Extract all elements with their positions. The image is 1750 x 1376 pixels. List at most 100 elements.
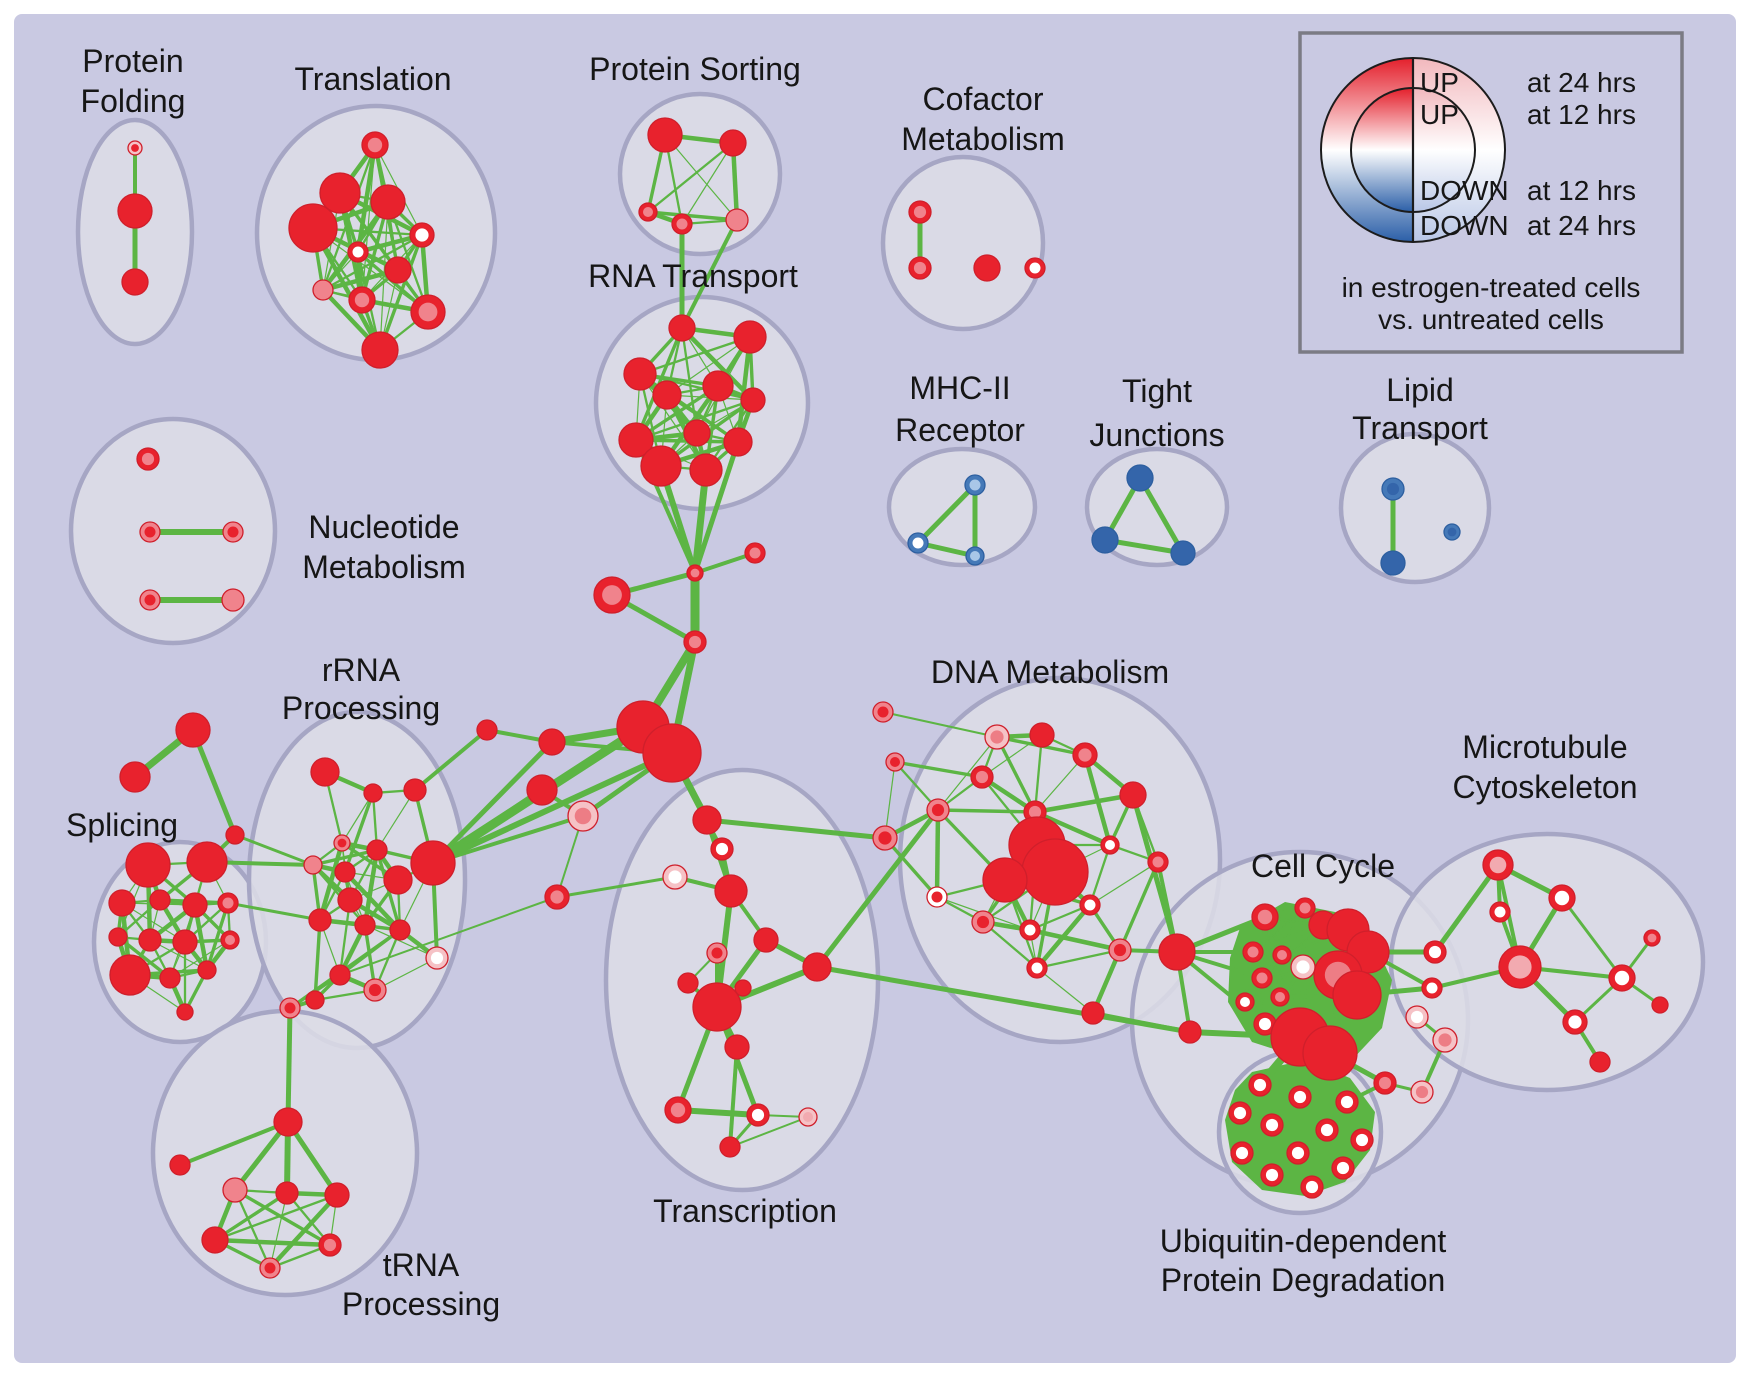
gene-node-tra-2[interactable]	[370, 184, 406, 220]
gene-node-spl-14[interactable]	[197, 960, 217, 980]
gene-node-rna-9[interactable]	[640, 445, 682, 487]
gene-node-tx-9[interactable]	[724, 1034, 750, 1060]
gene-node-tx-3[interactable]	[714, 874, 748, 908]
gene-node-cc-0[interactable]	[1158, 933, 1196, 971]
gene-node-trna-1[interactable]	[273, 1107, 303, 1137]
gene-node-rrna-2[interactable]	[403, 778, 427, 802]
gene-node-rna-0[interactable]	[668, 314, 696, 342]
gene-node-spl-3[interactable]	[125, 842, 171, 888]
gene-node-core-tx-2	[668, 870, 682, 884]
edge-rna	[666, 336, 751, 396]
gene-node-tx-0[interactable]	[692, 805, 722, 835]
gene-node-tx-5[interactable]	[753, 927, 779, 953]
gene-node-tx-6[interactable]	[677, 972, 699, 994]
gene-node-hub-6[interactable]	[538, 728, 566, 756]
gene-node-rna-1[interactable]	[733, 320, 767, 354]
gene-node-cc-17[interactable]	[1302, 1025, 1358, 1081]
gene-node-core-ub-6	[1355, 1133, 1369, 1147]
gene-node-tra-10[interactable]	[361, 331, 399, 369]
edge	[432, 814, 584, 865]
gene-node-dna-11[interactable]	[1021, 838, 1089, 906]
gene-node-dna-9[interactable]	[1119, 781, 1147, 809]
gene-node-trna-3[interactable]	[222, 1177, 248, 1203]
gene-node-spl-0[interactable]	[175, 712, 211, 748]
gene-node-spl-16[interactable]	[176, 1003, 194, 1021]
edge-rrna	[343, 792, 375, 873]
gene-node-spl-4[interactable]	[186, 841, 228, 883]
gene-node-tj-1[interactable]	[1091, 526, 1119, 554]
gene-node-psort-1[interactable]	[719, 129, 747, 157]
gene-node-rna-8[interactable]	[723, 427, 753, 457]
gene-node-rrna-8[interactable]	[410, 840, 456, 886]
gene-node-tra-1[interactable]	[319, 172, 361, 214]
gene-node-tra-6[interactable]	[384, 256, 412, 284]
gene-node-trna-5[interactable]	[324, 1182, 350, 1208]
gene-node-cc-1[interactable]	[1178, 1020, 1202, 1044]
gene-node-core-dna-6	[931, 803, 945, 817]
gene-node-spl-2[interactable]	[225, 825, 245, 845]
legend: UP at 24 hrs UP at 12 hrs DOWN at 12 hrs…	[1298, 31, 1684, 354]
gene-node-tx-7[interactable]	[734, 979, 752, 997]
gene-node-rna-7[interactable]	[683, 419, 711, 447]
gene-node-pf-1[interactable]	[117, 193, 153, 229]
gene-node-core-mhc-0	[969, 479, 981, 491]
gene-node-core-ub-1	[1293, 1090, 1307, 1104]
gene-node-spl-9[interactable]	[108, 927, 128, 947]
gene-node-psort-0[interactable]	[647, 117, 683, 153]
gene-node-tj-2[interactable]	[1170, 540, 1196, 566]
gene-node-rrna-11[interactable]	[354, 914, 376, 936]
gene-node-tj-0[interactable]	[1126, 464, 1154, 492]
gene-node-hub-5[interactable]	[642, 723, 702, 783]
gene-node-mt-6[interactable]	[1589, 1051, 1611, 1073]
gene-node-pf-2[interactable]	[121, 268, 149, 296]
edge	[729, 1116, 809, 1148]
gene-node-rna-2[interactable]	[623, 357, 657, 391]
gene-node-tra-3[interactable]	[288, 203, 338, 253]
gene-node-rna-4[interactable]	[702, 370, 734, 402]
gene-node-rna-3[interactable]	[652, 380, 682, 410]
gene-node-rna-6[interactable]	[618, 422, 654, 458]
gene-node-tx-14[interactable]	[802, 952, 832, 982]
gene-node-tx-13[interactable]	[719, 1136, 741, 1158]
gene-node-hub-7[interactable]	[526, 774, 558, 806]
gene-node-spl-10[interactable]	[138, 928, 162, 952]
gene-node-rrna-9[interactable]	[337, 887, 363, 913]
gene-node-rrna-16[interactable]	[305, 990, 325, 1010]
edge-dna	[1118, 861, 1160, 951]
gene-node-rrna-14[interactable]	[329, 964, 351, 986]
legend-down-12-label: DOWN	[1420, 175, 1509, 206]
gene-node-rna-10[interactable]	[689, 453, 723, 487]
gene-node-spl-5[interactable]	[108, 889, 136, 917]
gene-node-rrna-10[interactable]	[308, 908, 332, 932]
gene-node-rrna-12[interactable]	[389, 919, 411, 941]
gene-node-spl-12[interactable]	[109, 954, 151, 996]
gene-node-cc-8[interactable]	[1332, 970, 1382, 1020]
gene-node-trna-4[interactable]	[275, 1181, 299, 1205]
gene-node-rrna-5[interactable]	[334, 861, 356, 883]
gene-node-spl-7[interactable]	[182, 892, 208, 918]
gene-node-mt-8[interactable]	[1651, 996, 1669, 1014]
gene-node-rrna-4[interactable]	[303, 855, 323, 875]
gene-node-trna-6[interactable]	[201, 1226, 229, 1254]
gene-node-lip-1[interactable]	[1380, 550, 1406, 576]
gene-node-spl-11[interactable]	[172, 929, 198, 955]
gene-node-cof-2[interactable]	[973, 254, 1001, 282]
gene-node-psort-4[interactable]	[725, 208, 749, 232]
gene-node-rna-5[interactable]	[740, 387, 766, 413]
gene-node-dna-3[interactable]	[1029, 722, 1055, 748]
gene-node-dna-12[interactable]	[982, 857, 1028, 903]
edge-tra	[361, 144, 376, 301]
gene-node-rrna-0[interactable]	[310, 757, 340, 787]
gene-node-tx-8[interactable]	[692, 982, 742, 1032]
gene-node-spl-13[interactable]	[159, 967, 181, 989]
gene-node-rrna-1[interactable]	[363, 783, 383, 803]
gene-node-trna-2[interactable]	[169, 1154, 191, 1176]
gene-node-dna-21[interactable]	[1081, 1001, 1105, 1025]
gene-node-rrna-17[interactable]	[476, 719, 498, 741]
gene-node-spl-1[interactable]	[119, 761, 151, 793]
gene-node-rrna-7[interactable]	[383, 865, 413, 895]
gene-node-spl-6[interactable]	[149, 889, 171, 911]
gene-node-tra-7[interactable]	[312, 279, 334, 301]
gene-node-nuc-4[interactable]	[221, 588, 245, 612]
gene-node-rrna-6[interactable]	[366, 839, 388, 861]
